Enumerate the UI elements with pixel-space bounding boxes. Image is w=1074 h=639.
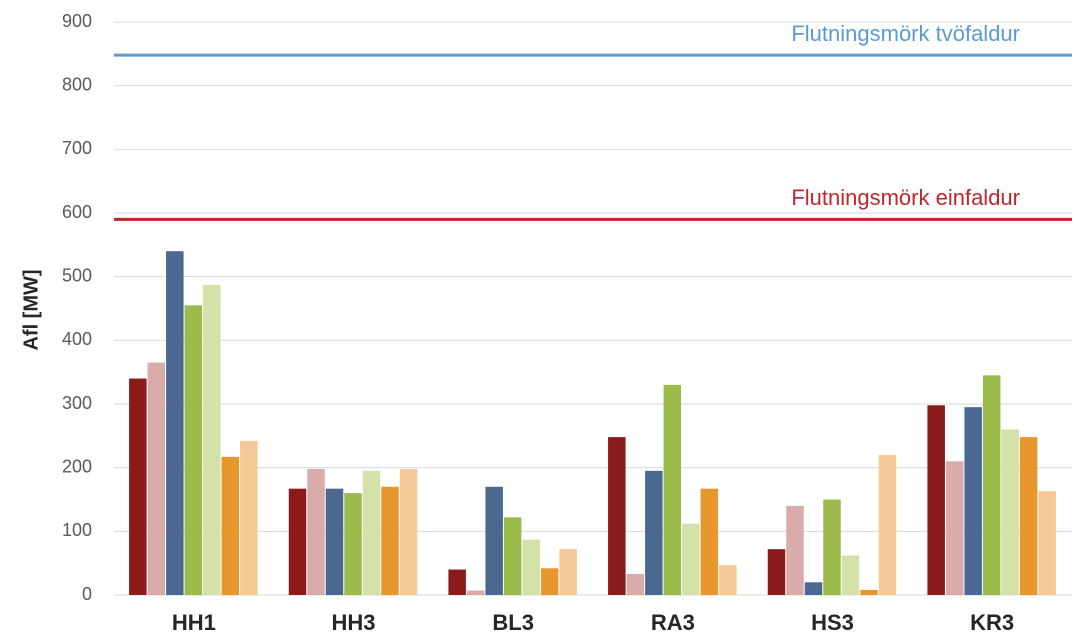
bar: [1001, 429, 1019, 595]
bar: [964, 407, 982, 595]
x-tick-label: HS3: [811, 610, 854, 635]
bar: [645, 470, 663, 595]
x-tick-label: BL3: [492, 610, 534, 635]
y-tick-label: 500: [62, 265, 92, 285]
bar: [841, 555, 860, 595]
bar: [203, 284, 221, 595]
x-tick-label: KR3: [970, 610, 1014, 635]
y-tick-label: 900: [62, 11, 92, 31]
bar: [559, 549, 577, 595]
bar: [860, 589, 878, 595]
bar: [927, 405, 945, 595]
y-tick-label: 700: [62, 138, 92, 158]
bar: [503, 517, 522, 595]
bar: [608, 437, 626, 595]
y-tick-label: 300: [62, 393, 92, 413]
bar: [823, 499, 841, 595]
bar: [381, 486, 399, 595]
y-tick-label: 400: [62, 329, 92, 349]
bar: [945, 461, 964, 595]
bar: [221, 456, 240, 595]
x-tick-label: RA3: [651, 610, 695, 635]
bar: [719, 565, 737, 595]
bar: [362, 470, 381, 595]
bar: [700, 488, 719, 595]
bar: [663, 384, 682, 595]
bar: [522, 539, 540, 595]
bar: [240, 440, 258, 595]
bar: [878, 454, 897, 595]
bar: [466, 590, 485, 595]
bar: [184, 305, 203, 595]
bar: [166, 251, 184, 595]
reference-label: Flutningsmörk tvöfaldur: [791, 21, 1020, 46]
bar: [1019, 437, 1038, 595]
bar: [682, 523, 700, 595]
x-tick-label: HH3: [331, 610, 375, 635]
y-tick-label: 800: [62, 74, 92, 94]
y-tick-label: 100: [62, 520, 92, 540]
bar: [767, 549, 786, 595]
bar: [626, 573, 645, 595]
bar: [307, 468, 325, 595]
y-axis-label: Afl [MW]: [20, 269, 42, 350]
y-tick-label: 200: [62, 456, 92, 476]
bar: [147, 362, 166, 595]
bar: [288, 488, 307, 595]
x-tick-label: HH1: [172, 610, 216, 635]
bar: [129, 378, 147, 595]
y-tick-label: 600: [62, 202, 92, 222]
bar: [786, 505, 804, 595]
bar: [448, 569, 466, 595]
reference-label: Flutningsmörk einfaldur: [791, 185, 1020, 210]
bar: [1038, 491, 1056, 595]
bar: [982, 375, 1001, 595]
bar: [485, 486, 503, 595]
bar: [540, 568, 559, 595]
y-tick-label: 0: [82, 584, 92, 604]
bar: [804, 582, 823, 595]
bar: [399, 468, 418, 595]
bar: [344, 493, 362, 595]
bar: [325, 488, 344, 595]
